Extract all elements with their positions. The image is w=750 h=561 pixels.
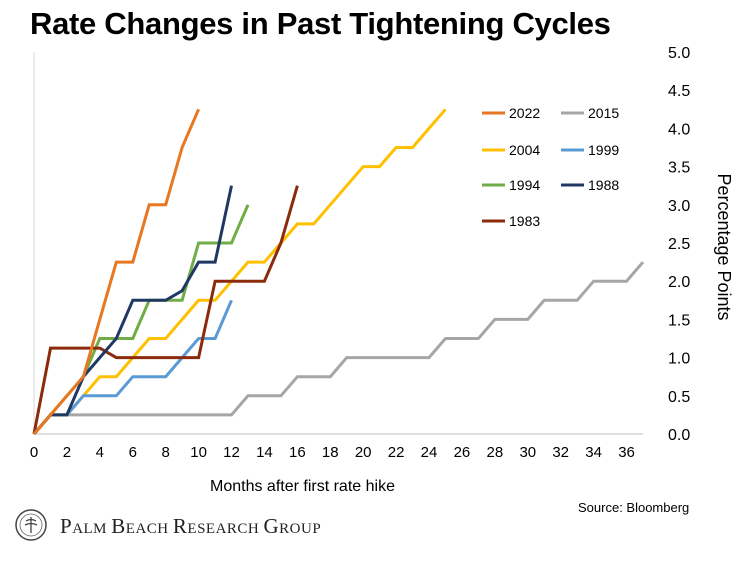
x-tick-label: 10	[190, 444, 207, 461]
legend-label-1999: 1999	[588, 142, 619, 158]
chart-lines	[32, 108, 645, 435]
series-line-2015	[32, 261, 645, 435]
y-tick-label: 3.0	[668, 198, 690, 215]
legend-label-1994: 1994	[509, 177, 540, 193]
x-tick-label: 12	[223, 444, 240, 461]
source-note: Source: Bloomberg	[578, 500, 690, 515]
x-tick-label: 6	[129, 444, 137, 461]
x-tick-label: 4	[96, 444, 104, 461]
series-line-2004	[32, 108, 447, 435]
x-tick-label: 24	[421, 444, 438, 461]
x-axis-label: Months after first rate hike	[210, 478, 395, 495]
y-tick-label: 1.0	[668, 351, 690, 368]
legend-label-2022: 2022	[509, 105, 540, 121]
chart-legend: 2022 2015 2004 1999 1994 1988 1983	[482, 105, 619, 229]
series-line-2022	[32, 108, 200, 435]
x-tick-label: 0	[30, 444, 38, 461]
y-tick-label: 1.5	[668, 312, 690, 329]
seal-icon	[15, 509, 47, 541]
y-tick-label: 3.5	[668, 160, 690, 177]
legend-label-2004: 2004	[509, 142, 540, 158]
y-tick-label: 4.0	[668, 121, 690, 138]
legend-label-1988: 1988	[588, 177, 619, 193]
x-tick-label: 18	[322, 444, 339, 461]
x-tick-label: 30	[519, 444, 536, 461]
x-tick-label: 20	[355, 444, 372, 461]
series-line-1988	[32, 185, 233, 435]
x-tick-label: 36	[618, 444, 635, 461]
x-tick-label: 32	[552, 444, 569, 461]
x-tick-label: 28	[487, 444, 504, 461]
x-tick-label: 26	[454, 444, 471, 461]
y-tick-label: 0.5	[668, 389, 690, 406]
x-tick-label: 22	[388, 444, 405, 461]
x-tick-label: 14	[256, 444, 273, 461]
x-tick-label: 16	[289, 444, 306, 461]
legend-label-2015: 2015	[588, 105, 619, 121]
legend-label-1983: 1983	[509, 213, 540, 229]
x-tick-label: 8	[162, 444, 170, 461]
chart-title: Rate Changes in Past Tightening Cycles	[30, 6, 611, 41]
x-tick-label: 2	[63, 444, 71, 461]
palm-beach-logo: PALM BEACH RESEARCH GROUP	[14, 508, 354, 542]
series-line-1994	[32, 204, 250, 435]
y-tick-label: 5.0	[668, 45, 690, 62]
y-tick-label: 4.5	[668, 83, 690, 100]
x-tick-label: 34	[585, 444, 602, 461]
y-axis-label: Percentage Points	[714, 173, 734, 320]
y-tick-label: 2.5	[668, 236, 690, 253]
chart-axes: 0 2 4 6 8 10 12 14 16 18 20 22 24 26 28 30 32 34 360.00.51…	[30, 45, 691, 461]
logo-text: PALM BEACH RESEARCH GROUP	[60, 514, 322, 538]
y-tick-label: 2.0	[668, 274, 690, 291]
series-line-1983	[32, 185, 299, 435]
y-tick-label: 0.0	[668, 427, 690, 444]
